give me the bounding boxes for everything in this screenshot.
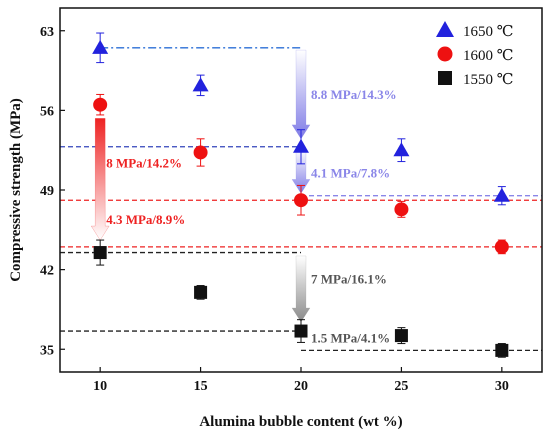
x-tick-label: 10 bbox=[93, 379, 107, 394]
x-tick-label: 20 bbox=[294, 379, 308, 394]
change-annotation: 4.3 MPa/8.9% bbox=[106, 212, 185, 227]
legend-label: 1550 ℃ bbox=[463, 72, 514, 88]
legend-label: 1600 ℃ bbox=[463, 48, 514, 64]
y-axis-ticks: 35 42 49 56 63 bbox=[40, 25, 65, 358]
y-tick-label: 42 bbox=[40, 264, 54, 279]
legend-marker-circle bbox=[437, 46, 453, 62]
y-axis-title: Compressive strength (MPa) bbox=[8, 98, 24, 282]
data-point-triangle bbox=[493, 187, 510, 202]
y-tick-label: 63 bbox=[40, 25, 54, 40]
change-arrows bbox=[90, 49, 311, 323]
legend-label: 1650 ℃ bbox=[463, 24, 514, 40]
x-tick-label: 25 bbox=[394, 379, 408, 394]
change-annotation: 8.8 MPa/14.3% bbox=[311, 87, 397, 102]
change-arrow bbox=[291, 49, 311, 140]
x-axis-title: Alumina bubble content (wt %) bbox=[199, 414, 402, 430]
data-point-circle bbox=[394, 202, 409, 217]
x-tick-label: 15 bbox=[194, 379, 208, 394]
data-point-circle bbox=[294, 193, 308, 208]
data-point-square bbox=[93, 246, 107, 260]
y-tick-label: 49 bbox=[40, 184, 54, 199]
data-point-square bbox=[194, 285, 208, 299]
change-arrow bbox=[291, 255, 311, 323]
data-point-square bbox=[294, 324, 308, 338]
change-arrow bbox=[90, 118, 110, 241]
legend-marker-square bbox=[438, 71, 452, 85]
x-tick-label: 30 bbox=[495, 379, 509, 394]
data-point-triangle bbox=[293, 138, 309, 153]
data-point-triangle bbox=[192, 77, 209, 92]
data-point-square bbox=[394, 329, 408, 343]
change-annotation: 4.1 MPa/7.8% bbox=[311, 165, 390, 180]
data-point-square bbox=[495, 343, 509, 357]
change-annotation: 1.5 MPa/4.1% bbox=[311, 330, 390, 345]
data-point-triangle bbox=[393, 142, 410, 157]
data-point-circle bbox=[93, 97, 108, 112]
legend-marker-triangle bbox=[436, 21, 454, 37]
data-point-triangle bbox=[92, 39, 109, 54]
data-point-circle bbox=[494, 239, 509, 254]
data-point-circle bbox=[193, 145, 208, 160]
y-tick-label: 56 bbox=[40, 104, 54, 119]
legend: 1650 ℃ 1600 ℃ 1550 ℃ bbox=[436, 21, 514, 88]
change-annotation: 7 MPa/16.1% bbox=[311, 271, 387, 286]
x-axis-ticks: 10 15 20 25 30 bbox=[93, 367, 509, 394]
change-annotation: 8 MPa/14.2% bbox=[106, 155, 182, 170]
annotations: 8.8 MPa/14.3% 4.1 MPa/7.8% 8 MPa/14.2% 4.3 … bbox=[106, 87, 396, 345]
data-markers bbox=[92, 39, 510, 357]
change-arrow bbox=[291, 148, 311, 194]
y-tick-label: 35 bbox=[40, 343, 54, 358]
